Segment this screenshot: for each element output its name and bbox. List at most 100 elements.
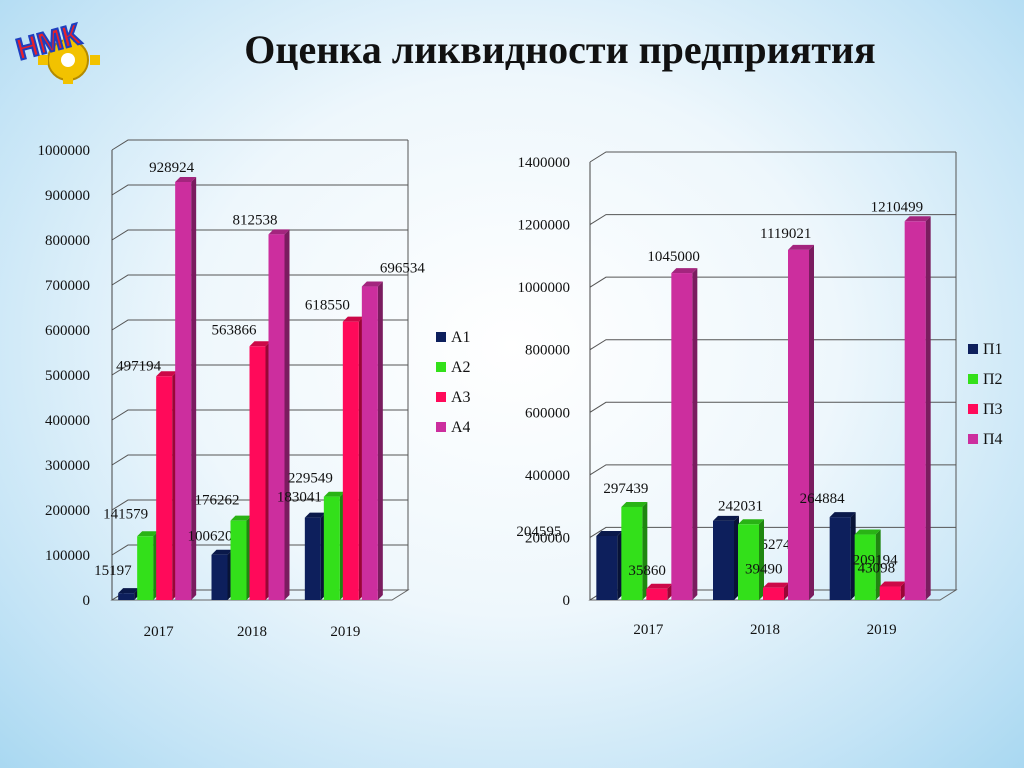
data-label: 176262	[195, 493, 240, 509]
data-label: 100620	[188, 529, 233, 545]
data-label: 497194	[116, 358, 161, 374]
legend-label: П1	[983, 341, 1003, 358]
bar-А4-2018	[268, 229, 290, 600]
y-tick-label: 500000	[45, 368, 90, 384]
y-tick-label: 600000	[525, 405, 570, 421]
gridline	[111, 454, 408, 466]
legend-item: П3	[968, 401, 1003, 418]
legend-swatch	[968, 374, 978, 384]
data-label: 229549	[288, 471, 333, 487]
bar-А1-2018	[211, 549, 233, 600]
gridline	[111, 319, 408, 331]
gridline	[111, 364, 408, 376]
y-tick-label: 600000	[45, 323, 90, 339]
legend-swatch	[968, 404, 978, 414]
bar-П3-2019	[879, 581, 906, 600]
bar-А3-2017	[156, 371, 178, 600]
data-label: 1210499	[871, 199, 924, 215]
legend-swatch	[436, 362, 446, 372]
bar-П1-2017	[596, 530, 623, 600]
gridline	[111, 229, 408, 241]
company-logo: НМК	[12, 17, 100, 84]
y-tick-label: 800000	[525, 343, 570, 359]
data-label: 39490	[745, 562, 783, 578]
gridline	[589, 276, 956, 288]
y-tick-label: 1200000	[518, 218, 571, 234]
data-label: 812538	[233, 212, 278, 228]
legend-item: А1	[436, 329, 470, 346]
legend-item: П4	[968, 431, 1003, 448]
bar-П1-2019	[829, 512, 856, 600]
slide-title: Оценка ликвидности предприятия	[244, 27, 876, 72]
gridline	[111, 184, 408, 196]
gridline	[589, 214, 956, 225]
x-category-label: 2019	[867, 622, 897, 638]
y-tick-label: 100000	[45, 548, 90, 564]
bar-А2-2019	[323, 491, 345, 600]
data-label: 563866	[212, 322, 258, 338]
data-label: 928924	[149, 160, 195, 176]
legend-swatch	[968, 434, 978, 444]
legend-label: П2	[983, 371, 1003, 388]
legend-label: П4	[983, 431, 1003, 448]
legend-item: А4	[436, 419, 470, 436]
legend-label: А3	[451, 389, 470, 406]
data-label: 35860	[628, 563, 666, 579]
data-label: 141579	[103, 506, 148, 522]
data-label: 1045000	[647, 249, 700, 265]
data-label: 252744	[753, 537, 799, 553]
y-tick-label: 0	[563, 593, 571, 609]
bar-А3-2019	[342, 316, 364, 600]
x-category-label: 2018	[750, 622, 780, 638]
data-label: 209194	[853, 553, 899, 569]
data-label: 264884	[800, 491, 846, 507]
x-category-label: 2018	[237, 624, 267, 640]
legend-swatch	[436, 392, 446, 402]
bar-П4-2019	[904, 216, 931, 600]
legend-label: А2	[451, 359, 470, 376]
data-label: 696534	[380, 261, 426, 277]
data-label: 618550	[305, 298, 350, 314]
gridline	[111, 139, 408, 151]
bar-П1-2018	[713, 515, 739, 600]
y-tick-label: 0	[83, 593, 91, 609]
gridline	[111, 499, 408, 511]
legend-swatch	[436, 422, 446, 432]
y-tick-label: 200000	[45, 503, 90, 519]
bar-П3-2017	[646, 583, 673, 600]
bar-П2-2017	[621, 501, 648, 600]
data-label: 297439	[603, 481, 648, 497]
gear-icon	[38, 34, 100, 84]
bar-А4-2019	[361, 281, 383, 600]
y-tick-label: 1400000	[518, 155, 571, 171]
assets-chart: 0 100000 200000 300000 400000 500000 600000 700…	[38, 139, 470, 640]
legend-item: П2	[968, 371, 1003, 388]
legend-label: А1	[451, 329, 470, 346]
bar-П2-2019	[854, 529, 881, 600]
legend-item: А2	[436, 359, 470, 376]
y-tick-label: 1000000	[38, 143, 91, 159]
x-category-label: 2019	[330, 624, 360, 640]
gridline	[589, 464, 956, 476]
gridline	[111, 409, 408, 421]
legend-label: А4	[451, 419, 470, 436]
bar-П4-2017	[671, 268, 698, 600]
legend-item: А3	[436, 389, 470, 406]
gridline	[589, 339, 956, 351]
y-tick-label: 400000	[45, 413, 90, 429]
gridline	[589, 151, 956, 163]
bar-А1-2019	[304, 512, 326, 600]
y-tick-label: 700000	[45, 278, 90, 294]
y-tick-label: 800000	[45, 233, 90, 249]
x-category-label: 2017	[144, 624, 175, 640]
data-label: 242031	[718, 498, 763, 514]
bar-П3-2018	[763, 582, 789, 600]
data-label: 15197	[94, 563, 132, 579]
legend-swatch	[436, 332, 446, 342]
y-tick-label: 200000	[525, 530, 570, 546]
bar-А1-2017	[118, 588, 140, 600]
legend-item: П1	[968, 341, 1003, 358]
bar-А4-2017	[175, 176, 197, 600]
x-category-label: 2017	[633, 622, 664, 638]
y-tick-label: 400000	[525, 468, 570, 484]
